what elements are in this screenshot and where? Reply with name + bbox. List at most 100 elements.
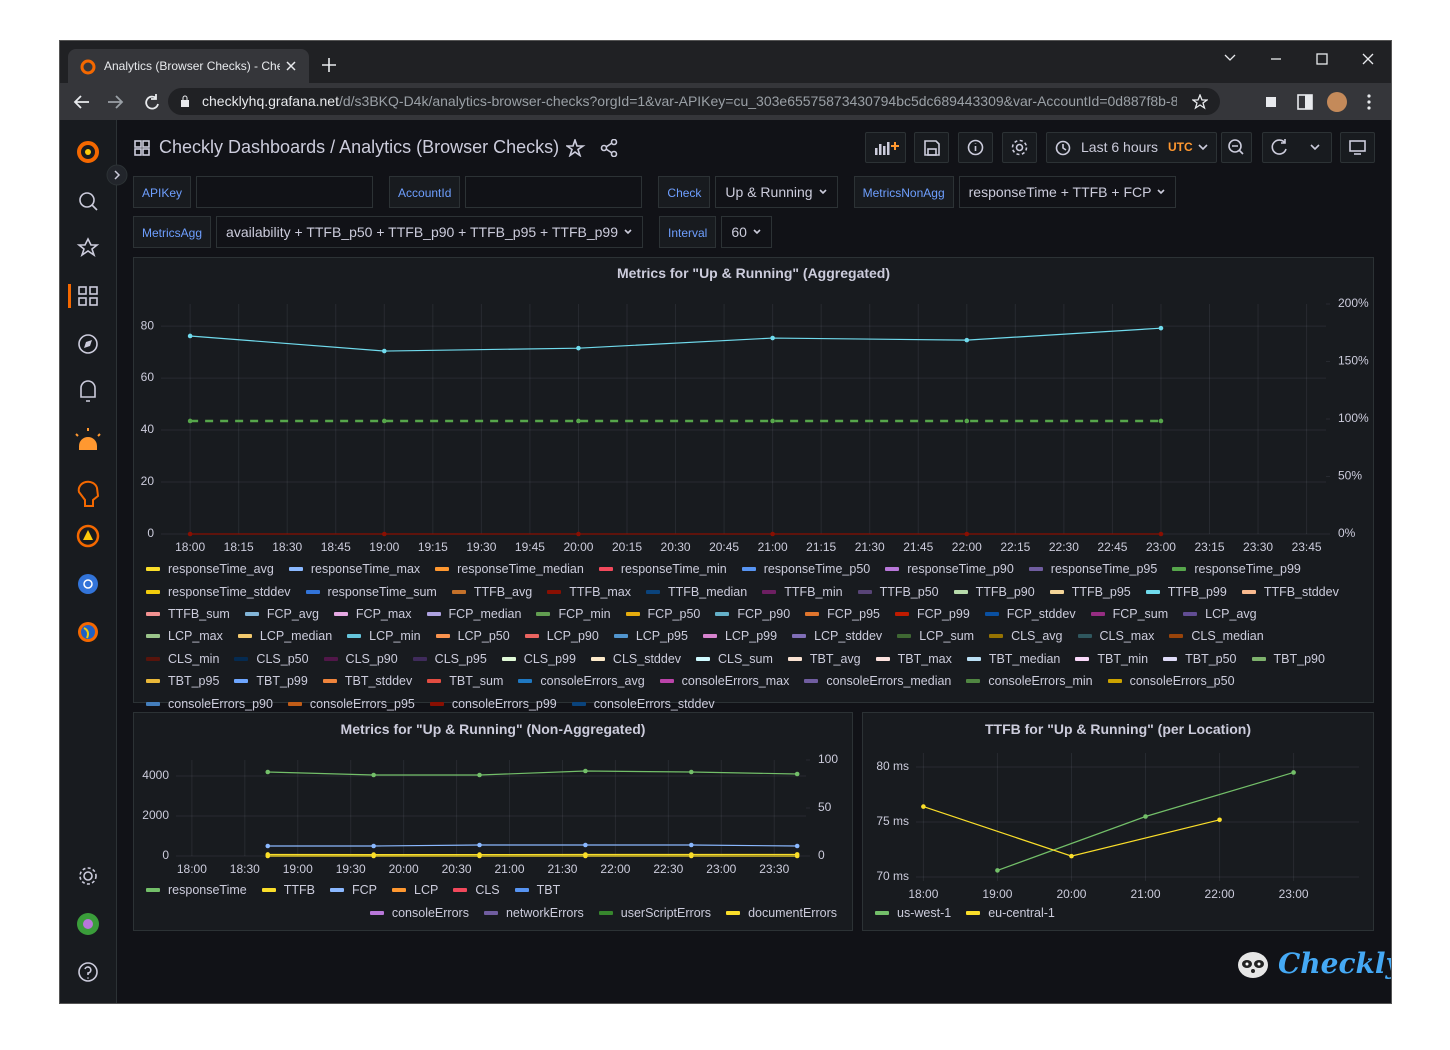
variable-input[interactable]	[196, 176, 374, 208]
legend-item[interactable]: consoleErrors_p50	[1107, 670, 1235, 692]
variable-select[interactable]: Up & Running	[715, 176, 838, 208]
legend-item[interactable]: userScriptErrors	[598, 902, 711, 924]
legend-item[interactable]: TBT_p90	[1251, 648, 1325, 670]
legend-item[interactable]: consoleErrors_p90	[146, 692, 273, 714]
legend-item[interactable]: responseTime_stddev	[146, 580, 291, 602]
title-actions[interactable]	[566, 139, 626, 157]
legend-item[interactable]: CLS	[453, 879, 500, 901]
legend-item[interactable]: FCP_p95	[805, 603, 880, 625]
legend-item[interactable]: CLS_p99	[501, 648, 576, 670]
legend-item[interactable]: TBT_avg	[787, 648, 861, 670]
legend-item[interactable]: TBT_median	[966, 648, 1060, 670]
legend-item[interactable]: FCP_avg	[244, 603, 319, 625]
legend-item[interactable]: TTFB_median	[646, 580, 747, 602]
legend-item[interactable]: CLS_p95	[412, 648, 487, 670]
legend-item[interactable]: TTFB_avg	[451, 580, 532, 602]
panel-title[interactable]: Metrics for "Up & Running" (Non-Aggregat…	[340, 721, 646, 737]
add-panel-button[interactable]	[865, 132, 906, 163]
legend-item[interactable]: TTFB_p95	[1049, 580, 1131, 602]
panel-title[interactable]: TTFB for "Up & Running" (per Location)	[984, 721, 1251, 737]
legend-item[interactable]: eu-central-1	[966, 902, 1055, 924]
legend-item[interactable]: FCP_median	[426, 603, 521, 625]
legend-item[interactable]: FCP_max	[333, 603, 412, 625]
legend-item[interactable]: TBT_stddev	[322, 670, 412, 692]
legend-item[interactable]: TBT_max	[875, 648, 952, 670]
legend-item[interactable]: responseTime_p50	[741, 558, 870, 580]
legend-item[interactable]: consoleErrors_p99	[429, 692, 557, 714]
time-picker[interactable]: Last 6 hours UTC	[1046, 132, 1217, 163]
legend-item[interactable]: TBT_sum	[427, 670, 503, 692]
legend-item[interactable]: LCP_p50	[435, 625, 510, 647]
legend-item[interactable]: TTFB_stddev	[1241, 580, 1339, 602]
legend-item[interactable]: LCP_stddev	[792, 625, 882, 647]
legend-item[interactable]: CLS_p50	[234, 648, 309, 670]
legend-item[interactable]: consoleErrors	[369, 902, 469, 924]
legend-item[interactable]: LCP_sum	[897, 625, 974, 647]
legend-item[interactable]: responseTime_p95	[1028, 558, 1157, 580]
legend-item[interactable]: documentErrors	[726, 902, 837, 924]
refresh-button[interactable]	[1262, 132, 1332, 163]
legend-item[interactable]: CLS_min	[146, 648, 219, 670]
variable-select[interactable]: 60	[721, 216, 772, 248]
save-button[interactable]	[914, 132, 949, 163]
legend-item[interactable]: responseTime_p99	[1172, 558, 1301, 580]
legend-item[interactable]: FCP_p50	[625, 603, 700, 625]
legend-item[interactable]: CLS_sum	[696, 648, 773, 670]
sidebar-icons[interactable]	[60, 120, 116, 1003]
legend-item[interactable]: LCP_p99	[702, 625, 777, 647]
legend-item[interactable]: TTFB_p90	[953, 580, 1035, 602]
legend-item[interactable]: consoleErrors_min	[966, 670, 1093, 692]
legend-item[interactable]: consoleErrors_avg	[518, 670, 645, 692]
legend-item[interactable]: TTFB_max	[547, 580, 631, 602]
legend-item[interactable]: responseTime_p90	[885, 558, 1014, 580]
legend-item[interactable]: consoleErrors_median	[804, 670, 951, 692]
legend-item[interactable]: FCP_min	[536, 603, 611, 625]
legend-item[interactable]: us-west-1	[875, 902, 951, 924]
legend-item[interactable]: TBT_p95	[146, 670, 219, 692]
active-tab[interactable]: Analytics (Browser Checks) - Che	[68, 49, 309, 83]
legend-item[interactable]: CLS_avg	[989, 625, 1063, 647]
panel-title[interactable]: Metrics for "Up & Running" (Aggregated)	[616, 265, 891, 281]
folder-link[interactable]: Checkly Dashboards	[159, 137, 326, 157]
tab-close[interactable]	[286, 61, 296, 71]
legend-item[interactable]: TTFB_p50	[857, 580, 939, 602]
settings-button[interactable]	[1002, 132, 1037, 163]
legend-item[interactable]: CLS_p90	[323, 648, 398, 670]
legend-item[interactable]: TBT_p50	[1163, 648, 1237, 670]
legend-item[interactable]: consoleErrors_p95	[287, 692, 415, 714]
legend-item[interactable]: LCP_min	[347, 625, 421, 647]
nav-buttons[interactable]	[72, 92, 172, 112]
legend-item[interactable]: consoleErrors_stddev	[571, 692, 715, 714]
legend-item[interactable]: CLS_stddev	[590, 648, 681, 670]
legend-item[interactable]: TTFB_sum	[146, 603, 230, 625]
legend-item[interactable]: FCP_p99	[894, 603, 970, 625]
legend-item[interactable]: TTFB	[261, 879, 315, 901]
legend-item[interactable]: responseTime_median	[435, 558, 584, 580]
legend-item[interactable]: FCP_p90	[715, 603, 790, 625]
window-controls[interactable]	[1220, 49, 1390, 69]
legend-item[interactable]: TBT	[514, 879, 560, 901]
legend-item[interactable]: LCP_median	[237, 625, 332, 647]
legend-item[interactable]: LCP_avg	[1183, 603, 1257, 625]
toolbar-icons[interactable]	[1260, 91, 1385, 113]
tv-mode-button[interactable]	[1340, 132, 1375, 163]
legend-item[interactable]: FCP	[330, 879, 377, 901]
zoom-out-button[interactable]	[1221, 132, 1252, 163]
sidebar-expand[interactable]	[106, 164, 128, 186]
omnibox[interactable]: checklyhq.grafana.net/d/s3BKQ-D4k/analyt…	[168, 88, 1220, 115]
bookmark-star[interactable]	[1192, 94, 1208, 110]
legend-item[interactable]: FCP_stddev	[984, 603, 1076, 625]
legend-item[interactable]: networkErrors	[483, 902, 584, 924]
new-tab[interactable]	[322, 58, 336, 72]
info-button[interactable]	[958, 132, 993, 163]
legend-item[interactable]: TBT_min	[1075, 648, 1148, 670]
variable-input[interactable]	[465, 176, 643, 208]
legend-item[interactable]: responseTime_max	[288, 558, 420, 580]
legend-item[interactable]: responseTime_avg	[146, 558, 274, 580]
legend-item[interactable]: TTFB_min	[762, 580, 843, 602]
legend-item[interactable]: responseTime_sum	[305, 580, 437, 602]
legend-item[interactable]: LCP_p95	[613, 625, 688, 647]
variable-select[interactable]: availability + TTFB_p50 + TTFB_p90 + TTF…	[216, 216, 643, 248]
legend-item[interactable]: CLS_median	[1169, 625, 1264, 647]
legend-item[interactable]: LCP_max	[146, 625, 223, 647]
